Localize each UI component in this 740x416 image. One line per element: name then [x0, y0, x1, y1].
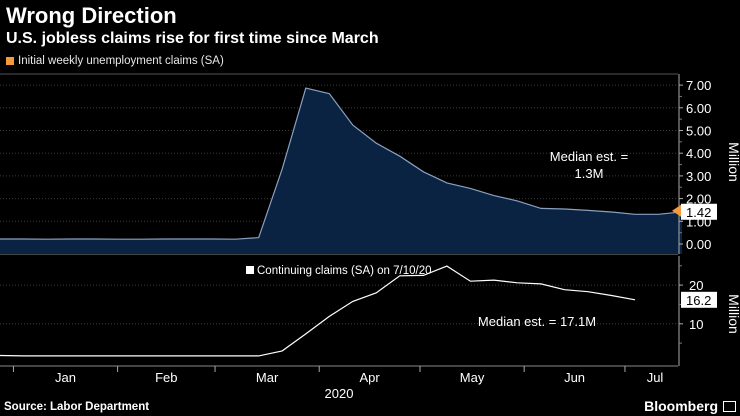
last-value-label-initial: 1.42	[686, 205, 711, 220]
y-tick-label: 0.00	[686, 237, 711, 252]
bloomberg-logo: Bloomberg	[644, 398, 718, 414]
annotation-initial-line2: 1.3M	[575, 166, 604, 181]
annotation-continuing: Median est. = 17.1M	[478, 314, 596, 329]
initial-claims-line	[0, 87, 683, 240]
y-tick-label: 4.00	[686, 146, 711, 161]
legend-label-continuing: Continuing claims (SA) on 7/10/20	[257, 265, 432, 277]
legend-swatch-continuing	[246, 266, 254, 274]
chart-subtitle: U.S. jobless claims rise for first time …	[6, 30, 379, 47]
source-note: Source: Labor Department	[4, 401, 150, 413]
x-tick-label: Mar	[256, 370, 279, 385]
last-value-badge-initial	[681, 203, 717, 220]
x-tick-label: May	[460, 370, 485, 385]
last-value-label-continuing: 16.2	[686, 293, 711, 308]
legend-swatch-initial	[6, 57, 14, 65]
bloomberg-mark-icon	[723, 401, 736, 412]
x-axis-year: 2020	[325, 386, 354, 401]
chart-title: Wrong Direction	[6, 3, 177, 28]
y-tick-label: 2.00	[686, 192, 711, 207]
x-tick-label: Jan	[55, 370, 76, 385]
initial-claims-area	[0, 88, 683, 254]
x-tick-label: Feb	[155, 370, 177, 385]
legend-initial-claims: Initial weekly unemployment claims (SA)	[6, 55, 224, 67]
y-tick-label: 5.00	[686, 124, 711, 139]
y-tick-label: 20	[689, 278, 703, 293]
x-tick-label: Jun	[564, 370, 585, 385]
last-value-pointer-initial	[672, 204, 681, 217]
y-axis-label: Million	[726, 142, 740, 182]
annotation-initial-line1: Median est. =	[550, 149, 628, 164]
y-axis-label-2: Million	[726, 294, 740, 334]
continuing-claims-line	[0, 265, 636, 357]
y-tick-label: 7.00	[686, 78, 711, 93]
y-tick-label: 10	[689, 317, 703, 332]
x-tick-label: Jul	[647, 370, 664, 385]
y-tick-label: 3.00	[686, 169, 711, 184]
x-tick-label: Apr	[359, 370, 380, 385]
last-value-badge-continuing	[681, 291, 717, 308]
legend-label-initial: Initial weekly unemployment claims (SA)	[18, 55, 224, 67]
y-tick-label: 6.00	[686, 101, 711, 116]
